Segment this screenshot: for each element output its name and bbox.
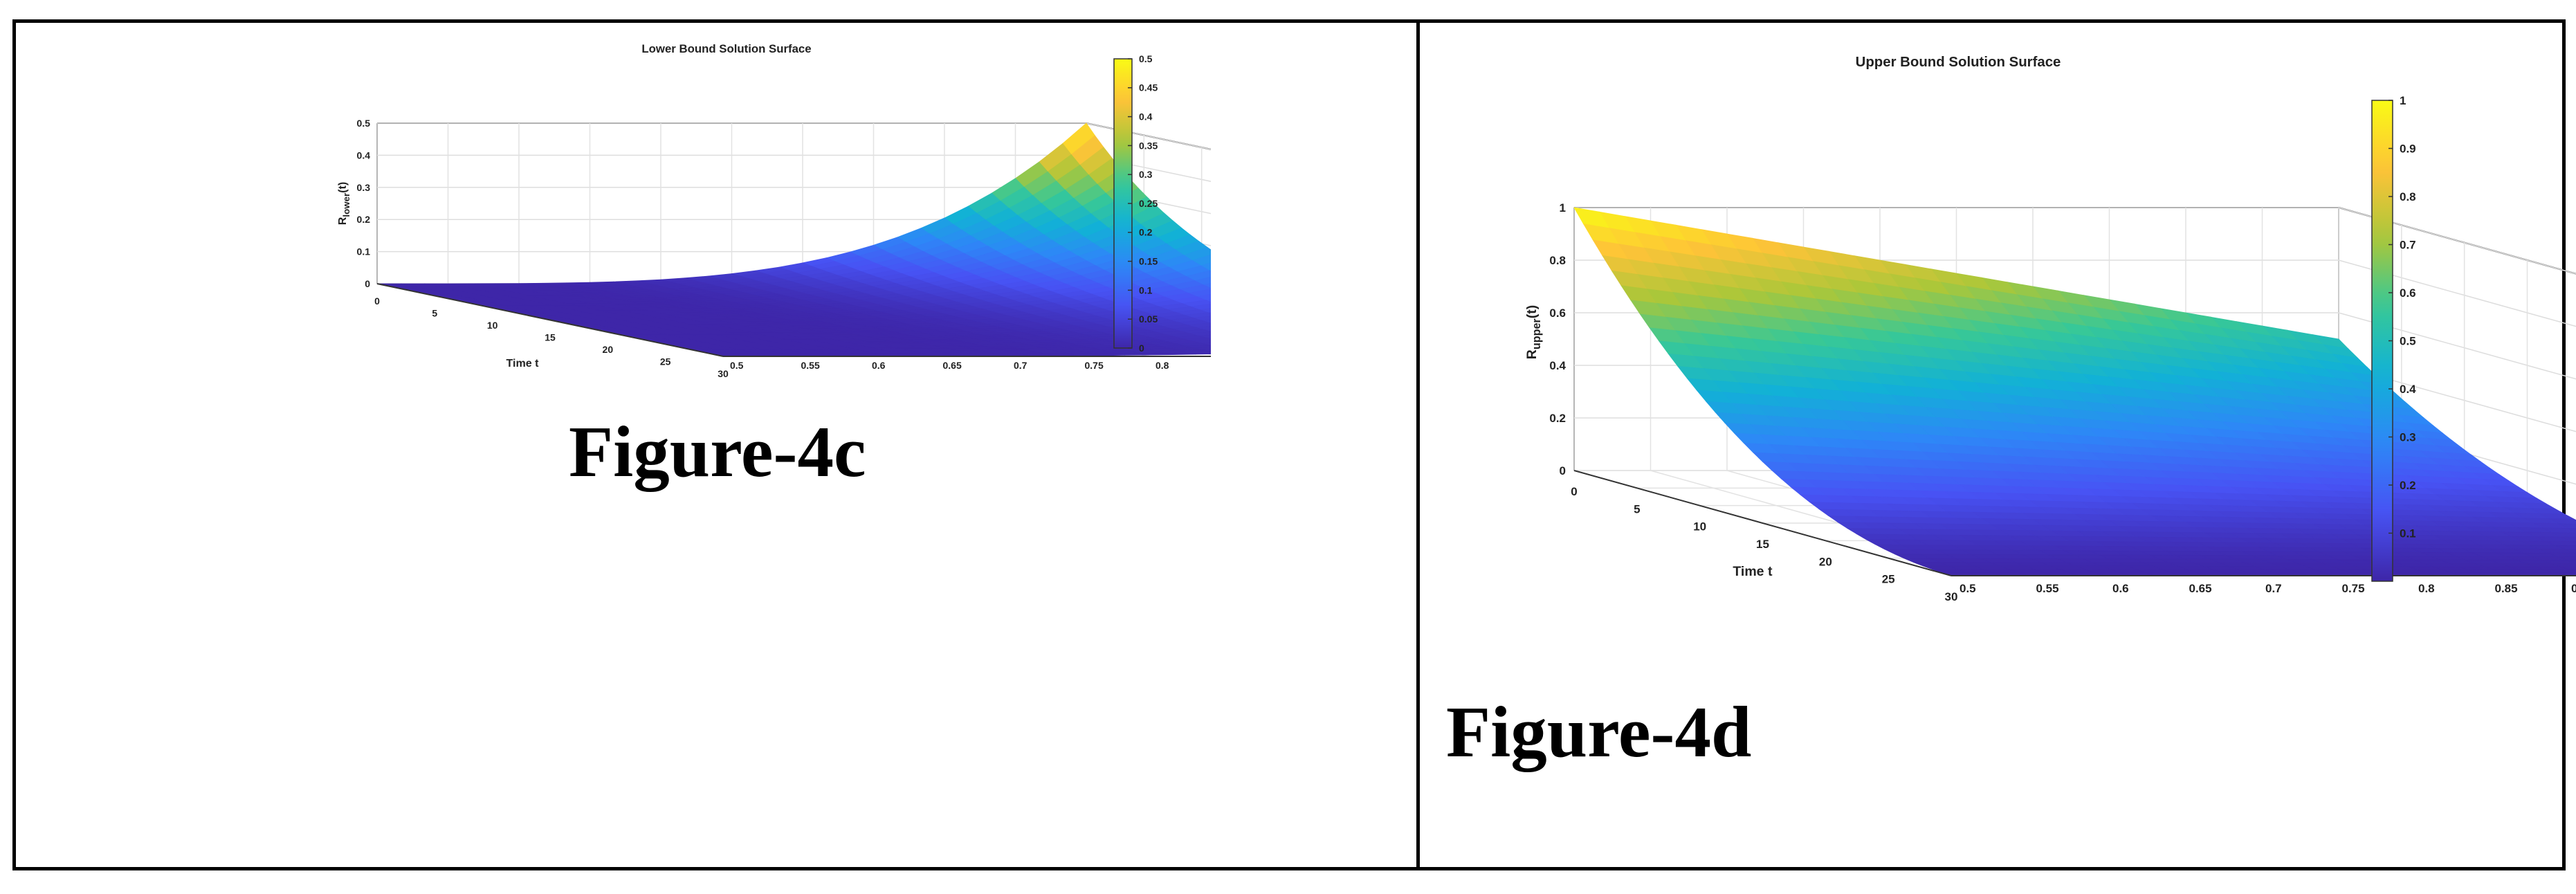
x-tick-label: 15 bbox=[545, 332, 556, 343]
y-tick-label: 0.6 bbox=[2112, 582, 2129, 595]
colorbar-tick-label: 0.3 bbox=[1139, 169, 1153, 180]
colorbar-tick-label: 0.4 bbox=[2400, 383, 2416, 396]
colorbar-tick-label: 0.9 bbox=[2400, 142, 2416, 155]
x-tick-label: 25 bbox=[660, 356, 671, 367]
x-tick-label: 30 bbox=[718, 368, 729, 379]
y-tick-label: 0.7 bbox=[2265, 582, 2282, 595]
x-tick-label: 10 bbox=[1693, 520, 1706, 533]
y-tick-label: 0.7 bbox=[1014, 360, 1027, 371]
z-tick-label: 0.6 bbox=[1549, 307, 1566, 320]
y-tick-label: 0.65 bbox=[943, 360, 962, 371]
colorbar-tick-label: 0.25 bbox=[1139, 198, 1158, 209]
colorbar-tick-label: 0.7 bbox=[2400, 238, 2416, 251]
y-tick-label: 0.5 bbox=[730, 360, 744, 371]
colorbar-tick-label: 0.1 bbox=[2400, 527, 2416, 540]
colorbar-tick-label: 0.5 bbox=[2400, 334, 2416, 347]
colorbar-tick-label: 0.05 bbox=[1139, 313, 1158, 325]
y-tick-label: 0.6 bbox=[872, 360, 886, 371]
x-tick-label: 20 bbox=[1819, 555, 1832, 568]
colorbar-tick-label: 0.6 bbox=[2400, 286, 2416, 300]
y-tick-label: 0.8 bbox=[1155, 360, 1169, 371]
z-axis-label: Rupper(t) bbox=[1524, 305, 1543, 359]
z-axis-label: Rlower(t) bbox=[336, 182, 351, 225]
x-tick-label: 5 bbox=[432, 308, 437, 319]
box-edge bbox=[376, 283, 724, 357]
y-tick-label: 0.9 bbox=[2571, 582, 2576, 595]
chart-title: Lower Bound Solution Surface bbox=[641, 42, 811, 55]
z-tick-label: 0.2 bbox=[357, 214, 371, 225]
y-tick-label: 0.5 bbox=[1960, 582, 1976, 595]
x-tick-label: 0 bbox=[374, 295, 380, 307]
chart-title: Upper Bound Solution Surface bbox=[1856, 55, 2061, 70]
x-tick-label: 30 bbox=[1945, 590, 1958, 603]
y-tick-label: 0.85 bbox=[2495, 582, 2518, 595]
x-axis-label: Time t bbox=[1733, 564, 1773, 579]
y-tick-label: 0.75 bbox=[2342, 582, 2365, 595]
z-tick-label: 0 bbox=[365, 278, 370, 289]
colorbar-tick-label: 0 bbox=[1139, 343, 1144, 354]
figure-panel-frame bbox=[12, 19, 2566, 870]
z-tick-label: 1 bbox=[1560, 201, 1566, 215]
z-tick-label: 0.8 bbox=[1549, 254, 1566, 267]
y-tick-label: 0.65 bbox=[2189, 582, 2212, 595]
x-tick-label: 10 bbox=[487, 320, 498, 331]
x-tick-label: 20 bbox=[603, 344, 614, 355]
x-axis-label: Time t bbox=[506, 357, 539, 370]
z-tick-label: 0.3 bbox=[357, 182, 371, 193]
y-tick-label: 0.8 bbox=[2418, 582, 2435, 595]
colorbar-tick-label: 0.5 bbox=[1139, 53, 1153, 64]
colorbar-tick-label: 0.2 bbox=[2400, 479, 2416, 492]
colorbar-tick-label: 1 bbox=[2400, 94, 2406, 107]
x-tick-label: 25 bbox=[1882, 573, 1895, 586]
x-tick-label: 0 bbox=[1571, 485, 1577, 498]
colorbar-tick-label: 0.15 bbox=[1139, 256, 1158, 267]
z-tick-label: 0 bbox=[1560, 464, 1566, 477]
z-tick-label: 0.2 bbox=[1549, 412, 1566, 425]
surface bbox=[376, 122, 1211, 357]
colorbar-tick-label: 0.2 bbox=[1139, 227, 1153, 238]
figure-4d-caption: Figure-4d bbox=[1446, 691, 1752, 772]
y-tick-label: 0.55 bbox=[801, 360, 820, 371]
colorbar-tick-label: 0.45 bbox=[1139, 82, 1158, 93]
colorbar-tick-label: 0.1 bbox=[1139, 284, 1153, 295]
z-tick-label: 0.1 bbox=[357, 246, 371, 257]
colorbar-tick-label: 0.35 bbox=[1139, 140, 1158, 151]
panel-divider bbox=[1416, 19, 1420, 870]
z-tick-label: 0.4 bbox=[1549, 359, 1566, 372]
surface bbox=[1573, 207, 2576, 576]
colorbar-tick-label: 0.3 bbox=[2400, 430, 2416, 444]
colorbar-tick-label: 0.4 bbox=[1139, 111, 1153, 122]
figure-4c-caption: Figure-4c bbox=[569, 411, 866, 492]
colorbar-tick-label: 0.8 bbox=[2400, 190, 2416, 203]
y-tick-label: 0.75 bbox=[1085, 360, 1104, 371]
x-tick-label: 15 bbox=[1756, 538, 1769, 551]
y-tick-label: 0.55 bbox=[2036, 582, 2059, 595]
lower-bound-surface-chart: 0510152025300.50.550.60.650.70.750.80.85… bbox=[336, 42, 1211, 379]
z-tick-label: 0.4 bbox=[357, 149, 371, 161]
x-tick-label: 5 bbox=[1634, 502, 1640, 516]
z-tick-label: 0.5 bbox=[357, 118, 371, 129]
